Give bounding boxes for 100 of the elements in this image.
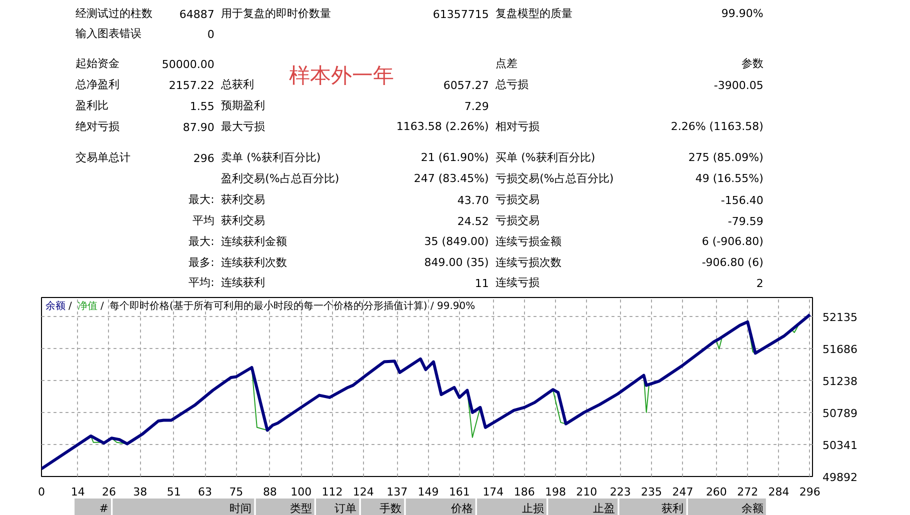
text: 止盈 [593,502,616,515]
text: 最大: [188,235,214,248]
text: 849.00 (35) [424,256,489,269]
text: 获利交易 [221,193,266,206]
text: 亏损交易(%占总百分比) [496,172,614,185]
x-tick-label: 88 [262,486,277,498]
x-tick-label: 284 [768,486,790,498]
x-tick-label: 112 [322,486,343,498]
x-tick-label: 235 [641,486,662,498]
text: 手数 [380,502,402,515]
text: 最多: [188,256,214,269]
text: 连续获利金额 [221,235,288,248]
text: 最大: [188,193,214,206]
x-tick-label: 247 [672,486,694,498]
text: 绝对亏损 [75,120,120,133]
x-tick-label: 260 [706,486,727,498]
text: 总获利 [220,78,254,91]
text: 35 (849.00) [424,235,489,248]
text: 24.52 [457,215,489,228]
text: 连续亏损 [496,276,540,289]
x-tick-label: 272 [737,486,758,498]
text: 43.70 [457,194,489,207]
y-tick-label: 51686 [822,343,858,356]
text: 经测试过的柱数 [75,7,152,20]
text: 0 [207,28,214,41]
text: 1163.58 (2.26%) [396,120,489,133]
text: 50000.00 [162,58,214,71]
text: 交易单总计 [75,151,130,164]
text: 止损 [522,502,544,515]
text: 获利 [662,502,684,515]
text: 平均: [188,276,214,289]
text: 买单 (%获利百分比) [496,151,596,164]
text: 余额 [741,502,764,515]
text: 点差 [496,57,518,70]
x-tick-label: 0 [38,486,45,498]
text: 连续获利次数 [221,256,288,269]
text: 87.90 [182,121,214,134]
x-tick-label: 51 [166,486,181,498]
text: 最大亏损 [221,120,266,133]
text: 余额 [46,300,66,312]
text: 参数 [741,57,764,70]
text: 连续获利 [221,276,266,289]
chart-subtitle: 每个即时价格(基于所有可利用的最小时段的每一个价格的分形插值计算) / 99.90% [110,300,476,312]
x-tick-label: 186 [514,486,535,498]
text: 起始资金 [75,57,120,70]
text: 2157.22 [168,79,214,92]
text: 2 [756,277,764,290]
x-tick-label: 63 [198,486,212,498]
y-tick-label: 52135 [822,310,858,324]
text: 21 (61.90%) [420,151,489,164]
text: 2.26% (1163.58) [670,120,764,133]
text: 11 [474,277,489,290]
text: 6057.27 [443,79,489,92]
x-tick-label: 124 [352,486,374,498]
text: -156.40 [720,194,764,207]
text: 61357715 [432,8,489,21]
text: 样本外一年 [288,64,394,88]
text: 类型 [290,502,312,515]
x-tick-label: 137 [386,486,408,498]
text: 用于复盘的即时价数量 [221,7,332,20]
text: 296 [193,152,214,165]
x-tick-label: 174 [482,486,504,498]
x-tick-label: 100 [290,486,312,498]
text: 7.29 [464,100,489,113]
text: 获利交易 [221,214,266,227]
text: 连续亏损次数 [496,256,562,269]
x-tick-label: 14 [70,486,85,498]
x-tick-label: 149 [418,486,439,498]
text: 64887 [179,8,214,21]
text: 卖单 (%获利百分比) [221,151,321,164]
y-tick-label: 50789 [822,407,858,420]
x-tick-label: 223 [610,486,631,498]
text: -3900.05 [714,79,764,92]
text: 输入图表错误 [75,27,142,40]
x-tick-label: 75 [229,486,244,498]
text: # [99,502,108,515]
text: 相对亏损 [496,120,540,133]
text: 1.55 [190,100,214,113]
text: -906.80 (6) [702,256,764,269]
x-tick-label: 210 [576,486,598,498]
x-tick-label: 296 [799,486,820,498]
text: 时间 [230,502,252,515]
y-tick-label: 50341 [822,438,858,452]
x-tick-label: 26 [102,486,116,498]
text: 49 (16.55%) [695,172,764,185]
text: 247 (83.45%) [414,172,489,185]
y-tick-label: 51238 [822,374,858,388]
text: 6 (-906.80) [702,235,764,248]
text: 盈利比 [75,99,108,112]
text: 亏损交易 [496,214,540,227]
text: 复盘模型的质量 [496,7,573,20]
annotation: / [100,301,104,312]
annotation: / [68,301,72,312]
x-tick-label: 161 [448,486,470,498]
text: 盈利交易(%占总百分比) [221,172,340,185]
text: 连续亏损金额 [496,235,562,248]
text: 净值 [78,300,98,312]
text: 275 (85.09%) [688,151,764,164]
text: 亏损交易 [496,193,540,206]
x-tick-label: 38 [133,486,148,498]
